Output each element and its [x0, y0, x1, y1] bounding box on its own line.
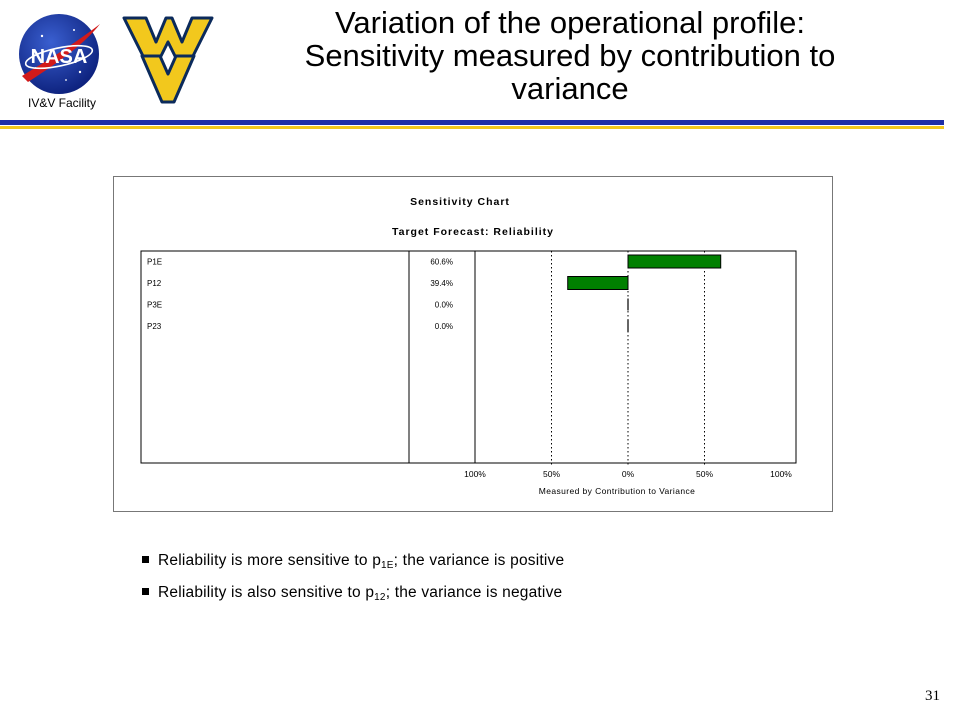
- percent-label: 60.6%: [430, 258, 453, 267]
- percent-label: 39.4%: [430, 279, 453, 288]
- facility-label: IV&V Facility: [27, 96, 96, 110]
- bullet-1-subscript: 1E: [381, 560, 394, 571]
- category-label: P23: [147, 322, 162, 331]
- nasa-wordmark: NASA: [31, 46, 88, 68]
- x-tick-label: 0%: [622, 469, 635, 479]
- percent-label: 0.0%: [435, 301, 453, 310]
- x-tick-label: 100%: [464, 469, 486, 479]
- bullet-item-1: Reliability is more sensitive to p1E; th…: [142, 552, 564, 571]
- nasa-logo: NASA: [14, 10, 104, 98]
- x-tick-label: 50%: [543, 469, 560, 479]
- category-label: P3E: [147, 301, 162, 310]
- bullet-2-text: Reliability is also sensitive to p: [158, 584, 375, 601]
- header-rule-blue: [0, 120, 944, 125]
- bullet-1-tail: ; the variance is positive: [393, 552, 565, 569]
- bullet-square-icon: [142, 556, 149, 563]
- category-label: P12: [147, 279, 162, 288]
- category-label: P1E: [147, 258, 162, 267]
- x-tick-label: 100%: [770, 469, 792, 479]
- title-line-3: variance: [511, 71, 629, 106]
- x-tick-label: 50%: [696, 469, 713, 479]
- percent-label: 0.0%: [435, 322, 453, 331]
- chart-title: Sensitivity Chart: [410, 196, 510, 208]
- plot-frame: [140, 250, 797, 464]
- sensitivity-bar: [627, 254, 722, 269]
- wv-logo: [120, 12, 216, 108]
- page-number: 31: [925, 688, 940, 704]
- sensitivity-chart-panel: Sensitivity Chart Target Forecast: Relia…: [113, 176, 833, 512]
- bullet-item-2: Reliability is also sensitive to p12; th…: [142, 584, 562, 603]
- chart-subtitle: Target Forecast: Reliability: [392, 226, 554, 238]
- title-line-2: Sensitivity measured by contribution to: [304, 38, 836, 73]
- slide-title: Variation of the operational profile: Se…: [240, 6, 900, 105]
- header-rule-yellow: [0, 126, 944, 129]
- bullet-square-icon: [142, 588, 149, 595]
- x-axis-label: Measured by Contribution to Variance: [539, 486, 695, 496]
- bullet-2-tail: ; the variance is negative: [385, 584, 563, 601]
- title-line-1: Variation of the operational profile:: [335, 5, 805, 40]
- sensitivity-bar: [567, 276, 629, 290]
- bullet-1-text: Reliability is more sensitive to p: [158, 552, 382, 569]
- sensitivity-chart: Sensitivity Chart Target Forecast: Relia…: [140, 196, 797, 496]
- bullet-2-subscript: 12: [374, 592, 386, 603]
